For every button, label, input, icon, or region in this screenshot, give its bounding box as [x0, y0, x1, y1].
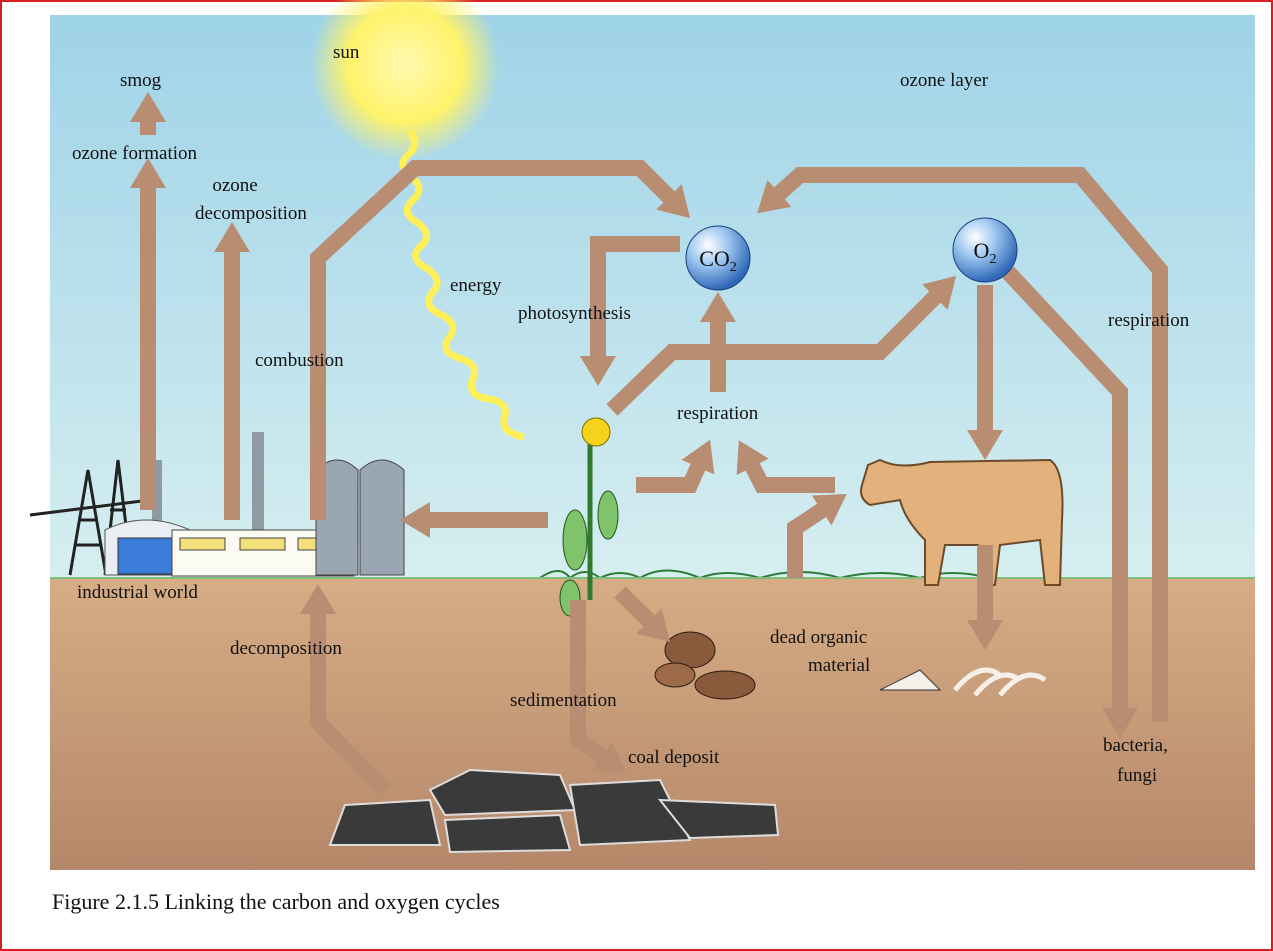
label: industrial world — [77, 582, 198, 603]
label: material — [808, 655, 870, 676]
o2-subscript: 2 — [989, 252, 996, 267]
label: smog — [120, 70, 162, 91]
co2-subscript: 2 — [730, 260, 737, 275]
label: dead organic — [770, 627, 867, 648]
caption: Figure 2.1.5 Linking the carbon and oxyg… — [52, 889, 500, 914]
label: sedimentation — [510, 690, 617, 711]
label: energy — [450, 275, 502, 296]
label: decomposition — [195, 203, 307, 224]
label: ozone formation — [72, 143, 198, 164]
label: respiration — [677, 403, 759, 424]
label: combustion — [255, 350, 344, 371]
label: photosynthesis — [518, 303, 631, 324]
label: bacteria, — [1103, 735, 1168, 756]
co2-base: CO — [699, 246, 730, 271]
label: ozone layer — [900, 70, 989, 91]
label: sun — [333, 42, 360, 63]
scene — [30, 0, 1255, 870]
label: coal deposit — [628, 747, 720, 768]
o2-base: O — [974, 238, 990, 263]
label: ozone — [212, 175, 257, 196]
diagram: CO2 O2 smog sun ozone layer ozone format… — [0, 0, 1273, 951]
label: respiration — [1108, 310, 1190, 331]
label: fungi — [1117, 765, 1157, 786]
label: decomposition — [230, 638, 342, 659]
